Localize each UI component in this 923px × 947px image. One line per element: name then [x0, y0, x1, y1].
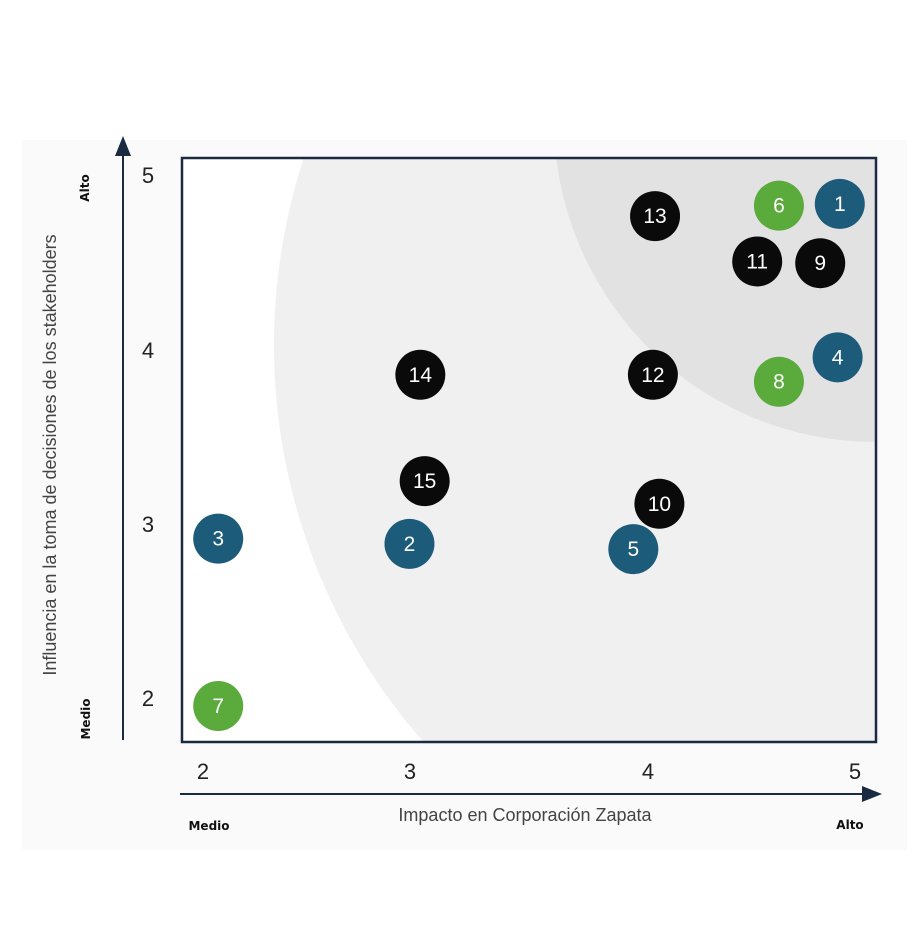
x-tick-label: 5	[849, 759, 861, 784]
stakeholder-point: 15	[399, 456, 450, 507]
stakeholder-point: 12	[627, 349, 678, 400]
x-axis-low-label: Medio	[188, 819, 229, 833]
stakeholder-number: 13	[643, 205, 666, 228]
stakeholder-point: 14	[395, 349, 446, 400]
x-axis-title: Impacto en Corporación Zapata	[398, 805, 652, 825]
stakeholder-bubble	[608, 524, 659, 575]
stakeholder-number: 3	[212, 528, 224, 551]
stakeholder-bubble	[795, 238, 846, 289]
x-tick-label: 4	[642, 759, 654, 784]
stakeholder-point: 3	[193, 513, 244, 564]
stakeholder-bubble	[732, 236, 783, 287]
stakeholder-bubble	[395, 349, 446, 400]
stakeholder-point: 1	[814, 178, 865, 229]
stakeholder-bubble	[753, 356, 804, 407]
y-axis-high-label: Alto	[78, 174, 92, 201]
stakeholder-bubble	[634, 478, 685, 529]
y-axis-title: Influencia en la toma de decisiones de l…	[40, 234, 60, 675]
stakeholder-number: 14	[409, 364, 433, 387]
stakeholder-bubble	[630, 191, 681, 242]
y-tick-label: 4	[142, 338, 154, 363]
stakeholder-point: 6	[753, 180, 804, 231]
stakeholder-point: 13	[630, 191, 681, 242]
x-tick-label: 3	[404, 759, 416, 784]
x-axis-high-label: Alto	[836, 818, 863, 832]
stakeholder-number: 15	[413, 470, 436, 493]
stakeholder-bubble	[753, 180, 804, 231]
stakeholder-point: 4	[812, 332, 863, 383]
stakeholder-point: 10	[634, 478, 685, 529]
stakeholder-bubble	[193, 681, 244, 731]
stakeholder-point: 7	[193, 681, 244, 731]
stakeholder-number: 7	[212, 695, 224, 718]
stakeholder-point: 5	[608, 524, 659, 575]
y-tick-label: 3	[142, 512, 154, 537]
stakeholder-number: 4	[832, 346, 844, 369]
stakeholder-bubble	[384, 518, 435, 569]
stakeholder-number: 6	[773, 195, 785, 218]
stakeholder-number: 5	[627, 538, 639, 561]
stakeholder-bubble	[814, 178, 865, 229]
plot-frame	[180, 156, 878, 744]
y-axis-low-label: Medio	[79, 698, 93, 739]
stakeholder-number: 2	[404, 533, 416, 556]
stakeholder-point: 9	[795, 238, 846, 289]
stakeholder-number: 8	[773, 371, 785, 394]
stakeholder-bubble	[812, 332, 863, 383]
stakeholder-bubble	[627, 349, 678, 400]
stakeholder-number: 11	[746, 250, 768, 273]
y-tick-label: 5	[142, 163, 154, 188]
y-tick-label: 2	[142, 686, 154, 711]
stakeholder-point: 8	[753, 356, 804, 407]
stakeholder-number: 1	[834, 193, 846, 216]
stakeholder-point: 11	[732, 236, 783, 287]
stakeholder-number: 10	[648, 493, 671, 516]
stakeholder-number: 9	[814, 252, 826, 275]
x-tick-label: 2	[197, 759, 209, 784]
stakeholder-bubble	[193, 513, 244, 564]
stakeholder-number: 12	[641, 364, 664, 387]
stakeholder-bubble	[399, 456, 450, 507]
stakeholder-point: 2	[384, 518, 435, 569]
